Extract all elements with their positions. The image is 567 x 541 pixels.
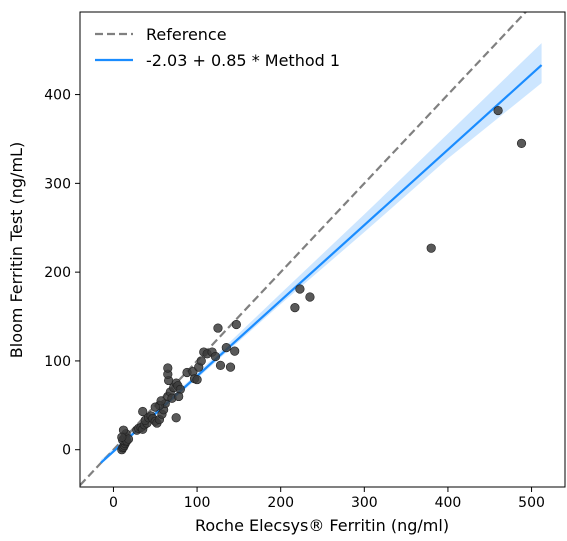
legend-label: Reference <box>146 25 227 44</box>
legend: Reference -2.03 + 0.85 * Method 1 <box>95 25 340 70</box>
data-point <box>117 432 127 442</box>
x-axis-label: Roche Elecsys® Ferritin (ng/ml) <box>195 516 449 535</box>
data-point <box>156 396 166 406</box>
data-point <box>150 402 160 412</box>
data-point <box>295 284 305 294</box>
plot-area <box>80 12 543 486</box>
data-point <box>221 343 231 353</box>
y-axis-label: Bloom Ferritin Test (ng/mL) <box>7 142 26 358</box>
y-tick-label: 0 <box>62 443 71 459</box>
legend-label: -2.03 + 0.85 * Method 1 <box>146 51 340 70</box>
data-point <box>230 346 240 356</box>
y-axis: 0 100 200 300 400 <box>44 88 80 459</box>
y-tick-label: 200 <box>44 265 71 281</box>
data-point <box>174 391 184 402</box>
x-tick-label: 100 <box>184 495 211 511</box>
x-tick-label: 300 <box>351 495 378 511</box>
data-point <box>426 243 436 253</box>
x-tick-label: 200 <box>267 495 294 511</box>
x-axis: 0 100 200 300 400 500 <box>109 487 545 511</box>
data-point <box>192 374 202 385</box>
data-point <box>171 413 181 423</box>
y-tick-label: 100 <box>44 354 71 370</box>
data-point <box>225 362 236 372</box>
data-point <box>210 351 221 362</box>
x-tick-label: 0 <box>109 495 118 511</box>
data-point <box>196 356 206 366</box>
data-point <box>215 360 226 370</box>
data-point <box>290 303 300 313</box>
data-point <box>516 138 527 149</box>
plot-frame <box>79 11 566 488</box>
data-point <box>213 323 223 333</box>
x-tick-label: 500 <box>518 495 545 511</box>
reference-line <box>80 12 528 486</box>
y-tick-label: 300 <box>44 176 71 192</box>
y-tick-label: 400 <box>44 88 71 104</box>
data-point <box>305 292 315 302</box>
data-point <box>138 406 148 417</box>
data-point <box>231 319 241 330</box>
data-point <box>493 105 503 116</box>
data-point <box>163 363 173 373</box>
x-tick-label: 400 <box>435 495 462 511</box>
